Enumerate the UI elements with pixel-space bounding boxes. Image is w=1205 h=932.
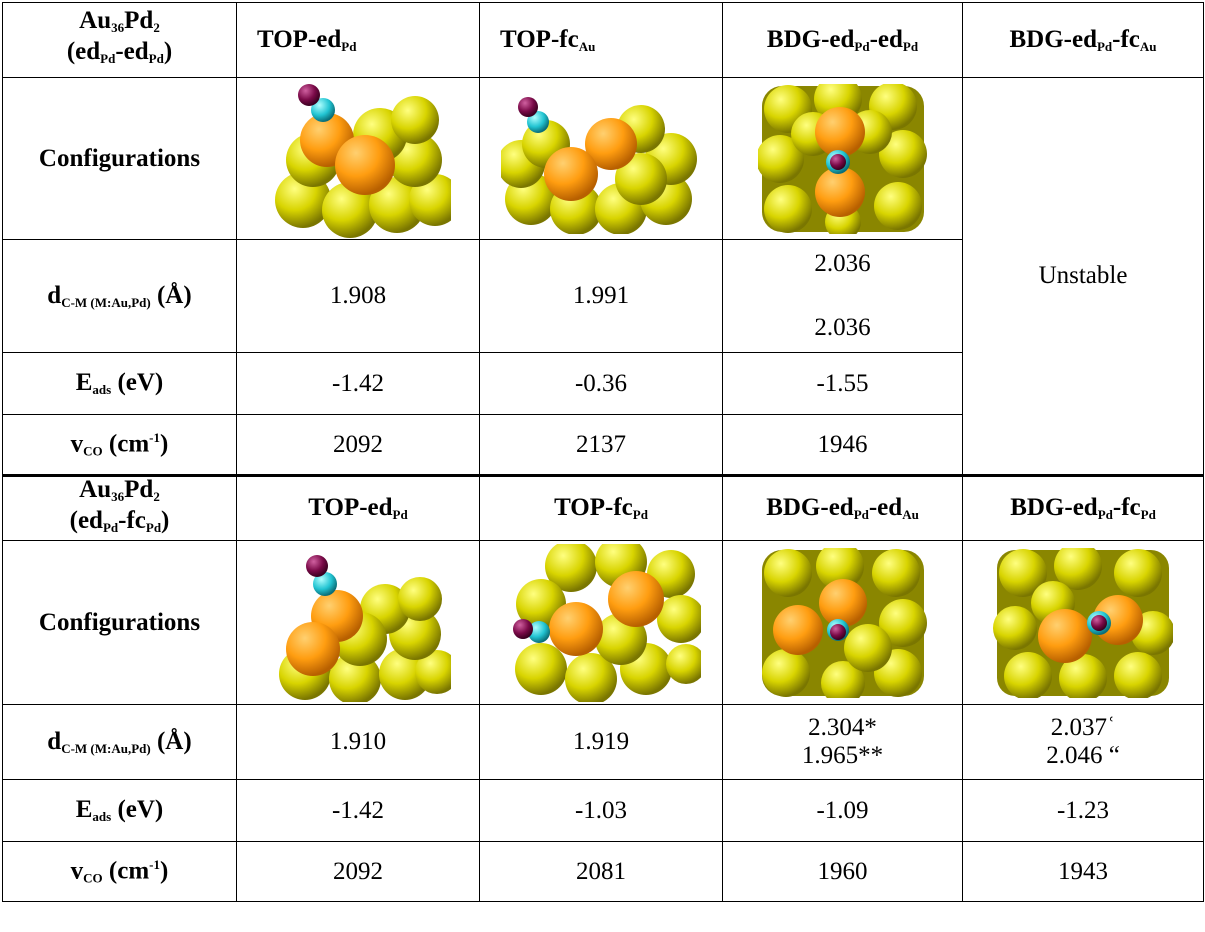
section1-col-bdg-edpd-edpd: BDG-edPd-edPd	[722, 2, 963, 78]
section2-header-row: Au36Pd2 (edPd-fcPd) TOP-edPd TOP-fcPd BD…	[2, 474, 1204, 541]
section1-d-bdg-edpd-edpd: 2.036 2.036	[722, 239, 963, 353]
section2-v-bdg-edpd-fcpd: 1943	[962, 841, 1204, 902]
section2-corner-cell: Au36Pd2 (edPd-fcPd)	[2, 474, 237, 541]
section2-distance-label: dC-M (M:Au,Pd) (Å)	[2, 704, 237, 780]
section2-d-bdg-fcpd-value-2: 2.046 “	[1046, 742, 1120, 769]
section2-d-bdg-edpd-fcpd: 2.037ʿ 2.046 “	[962, 704, 1204, 780]
section1-col-top-fcau: TOP-fcAu	[479, 2, 723, 78]
section2-config-bdg-edpd-edau	[722, 540, 963, 705]
section2-col-top-fcpd: TOP-fcPd	[479, 474, 723, 541]
cluster-image-top-edpd-2	[279, 554, 451, 702]
section2-col-bdg-edpd-edau: BDG-edPd-edAu	[722, 474, 963, 541]
section1-config-bdg-edpd-edpd	[722, 77, 963, 240]
section1-config-top-fcau	[479, 77, 723, 240]
cluster-image-top-fcpd	[513, 543, 701, 702]
section1-system-name: Au36Pd2	[79, 7, 160, 35]
section2-frequency-row: vCO (cm-1) 2092 2081 1960 1943	[2, 841, 1204, 902]
section2-v-bdg-edpd-edau: 1960	[722, 841, 963, 902]
section1-e-top-edpd: -1.42	[236, 352, 480, 415]
cluster-image-top-edpd	[275, 83, 451, 238]
section2-d-top-fcpd: 1.919	[479, 704, 723, 780]
section1-e-bdg-edpd-edpd: -1.55	[722, 352, 963, 415]
section2-v-top-edpd: 2092	[236, 841, 480, 902]
section2-system-site: (edPd-fcPd)	[69, 506, 170, 535]
section2-e-top-edpd: -1.42	[236, 779, 480, 842]
co-adsorption-table: Au36Pd2 (edPd-edPd) TOP-edPd TOP-fcAu BD…	[2, 2, 1204, 902]
section2-d-bdg-edau-value-1: 2.304*	[808, 714, 877, 741]
section2-frequency-label: vCO (cm-1)	[2, 841, 237, 902]
section1-d-bdg-value-2: 2.036	[814, 314, 871, 341]
section1-distance-row: dC-M (M:Au,Pd) (Å) 1.908 1.991 2.036 2.0…	[2, 239, 1204, 353]
section1-distance-label: dC-M (M:Au,Pd) (Å)	[2, 239, 237, 353]
section1-config-top-edpd	[236, 77, 480, 240]
section1-col-bdg-edpd-fcau: BDG-edPd-fcAu	[962, 2, 1204, 78]
section2-config-top-fcpd	[479, 540, 723, 705]
section2-system-name: Au36Pd2	[79, 475, 160, 504]
section1-v-top-fcau: 2137	[479, 414, 723, 476]
section1-energy-row: Eads (eV) -1.42 -0.36 -1.55	[2, 352, 1204, 415]
section2-energy-row: Eads (eV) -1.42 -1.03 -1.09 -1.23	[2, 779, 1204, 842]
section2-energy-label: Eads (eV)	[2, 779, 237, 842]
section1-v-top-edpd: 2092	[236, 414, 480, 476]
section1-v-bdg-edpd-edpd: 1946	[722, 414, 963, 476]
section1-col-top-edpd: TOP-edPd	[236, 2, 480, 78]
section1-corner-cell: Au36Pd2 (edPd-edPd)	[2, 2, 237, 78]
section1-config-label: Configurations	[2, 77, 237, 240]
section2-config-bdg-edpd-fcpd	[962, 540, 1204, 705]
section2-d-top-edpd: 1.910	[236, 704, 480, 780]
section1-header-row: Au36Pd2 (edPd-edPd) TOP-edPd TOP-fcAu BD…	[2, 2, 1204, 78]
section2-e-bdg-edpd-fcpd: -1.23	[962, 779, 1204, 842]
section2-config-top-edpd	[236, 540, 480, 705]
section1-d-top-edpd: 1.908	[236, 239, 480, 353]
section1-d-bdg-value-1: 2.036	[814, 250, 871, 277]
section1-config-row: Configurations	[2, 77, 1204, 476]
section1-d-top-fcau: 1.991	[479, 239, 723, 353]
cluster-image-top-fcau	[501, 96, 697, 234]
section1-energy-label: Eads (eV)	[2, 352, 237, 415]
section1-frequency-label: vCO (cm-1)	[2, 414, 237, 476]
section1-e-top-fcau: -0.36	[479, 352, 723, 415]
cluster-image-bdg-edpd-edpd	[757, 83, 927, 234]
section2-v-top-fcpd: 2081	[479, 841, 723, 902]
section2-d-bdg-fcpd-value-1: 2.037ʿ	[1050, 714, 1116, 741]
section2-d-bdg-edpd-edau: 2.304* 1.965**	[722, 704, 963, 780]
section2-distance-row: dC-M (M:Au,Pd) (Å) 1.910 1.919 2.304* 1.…	[2, 704, 1204, 780]
section2-d-bdg-edau-value-2: 1.965**	[801, 742, 884, 769]
section2-config-label: Configurations	[2, 540, 237, 705]
section1-system-site: (edPd-edPd)	[66, 38, 173, 66]
cluster-image-bdg-edpd-fcpd	[993, 547, 1173, 698]
section2-e-bdg-edpd-edau: -1.09	[722, 779, 963, 842]
section2-config-row: Configurations	[2, 540, 1204, 705]
section2-e-top-fcpd: -1.03	[479, 779, 723, 842]
cluster-image-bdg-edpd-edau	[761, 547, 927, 698]
section1-bdg-edpd-fcau-unstable: Unstable	[962, 77, 1204, 476]
section2-col-bdg-edpd-fcpd: BDG-edPd-fcPd	[962, 474, 1204, 541]
section2-col-top-edpd: TOP-edPd	[236, 474, 480, 541]
